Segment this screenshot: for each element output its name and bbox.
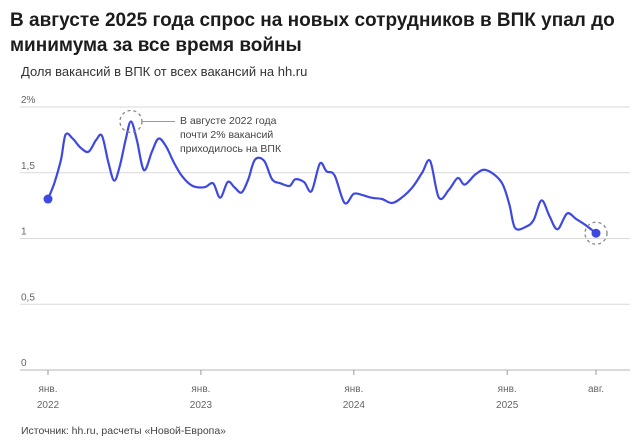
x-tick-year: 2023 (190, 400, 213, 411)
annotation-text: В августе 2022 года почти 2% вакансий прих… (180, 115, 282, 155)
x-tick-label: янв. (498, 384, 517, 395)
x-tick-year: 2024 (343, 400, 366, 411)
x-tick-year: 2025 (496, 400, 519, 411)
x-tick-year: 2022 (37, 400, 60, 411)
highlight-ring (584, 221, 608, 245)
y-axis-ticks: 0 0,5 1 1,5 2% (21, 95, 36, 369)
y-tick-label: 1 (21, 227, 27, 238)
page-title: В августе 2025 года спрос на новых сотру… (10, 10, 615, 56)
annotation: В августе 2022 года почти 2% вакансий прих… (141, 115, 282, 155)
x-tick-label: янв. (38, 384, 57, 395)
chart-subtitle: Доля вакансий в ВПК от всех вакансий на … (21, 64, 308, 79)
series-line (46, 120, 598, 235)
annotation-line: приходилось на ВПК (180, 143, 282, 155)
x-axis-ticks: янв. 2022 янв. 2023 янв. 2024 янв. 2025 авг. (37, 370, 604, 411)
highlight-point (43, 194, 53, 204)
y-tick-label: 0,5 (21, 292, 35, 303)
y-tick-label: 2% (21, 95, 36, 106)
grid-layer (20, 106, 630, 371)
highlight-point (591, 228, 601, 238)
y-tick-label: 0 (21, 358, 27, 369)
annotation-line: В августе 2022 года (180, 115, 277, 127)
x-tick-label: янв. (191, 384, 210, 395)
annotation-line: почти 2% вакансий (180, 129, 273, 141)
y-tick-label: 1,5 (21, 161, 35, 172)
source-note: Источник: hh.ru, расчеты «Новой-Европа» (21, 425, 227, 437)
x-tick-label: янв. (344, 384, 363, 395)
x-tick-label: авг. (588, 384, 604, 395)
